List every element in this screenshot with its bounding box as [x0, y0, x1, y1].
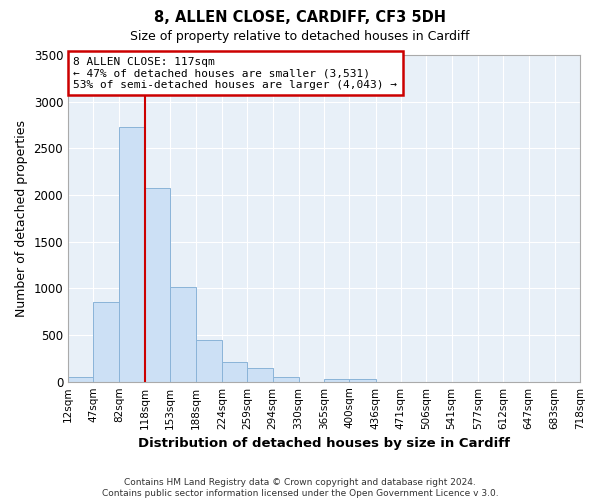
Text: Contains HM Land Registry data © Crown copyright and database right 2024.
Contai: Contains HM Land Registry data © Crown c…: [101, 478, 499, 498]
Bar: [196, 340, 222, 382]
Text: 8 ALLEN CLOSE: 117sqm
← 47% of detached houses are smaller (3,531)
53% of semi-d: 8 ALLEN CLOSE: 117sqm ← 47% of detached …: [73, 56, 397, 90]
X-axis label: Distribution of detached houses by size in Cardiff: Distribution of detached houses by size …: [138, 437, 510, 450]
Bar: [324, 380, 349, 382]
Bar: [170, 288, 196, 382]
Text: Size of property relative to detached houses in Cardiff: Size of property relative to detached ho…: [130, 30, 470, 43]
Y-axis label: Number of detached properties: Number of detached properties: [15, 120, 28, 317]
Bar: [119, 127, 145, 382]
Bar: [145, 188, 170, 382]
Bar: [68, 377, 94, 382]
Bar: [272, 377, 299, 382]
Bar: [94, 302, 119, 382]
Bar: [349, 380, 376, 382]
Bar: [222, 362, 247, 382]
Bar: [247, 368, 272, 382]
Text: 8, ALLEN CLOSE, CARDIFF, CF3 5DH: 8, ALLEN CLOSE, CARDIFF, CF3 5DH: [154, 10, 446, 25]
